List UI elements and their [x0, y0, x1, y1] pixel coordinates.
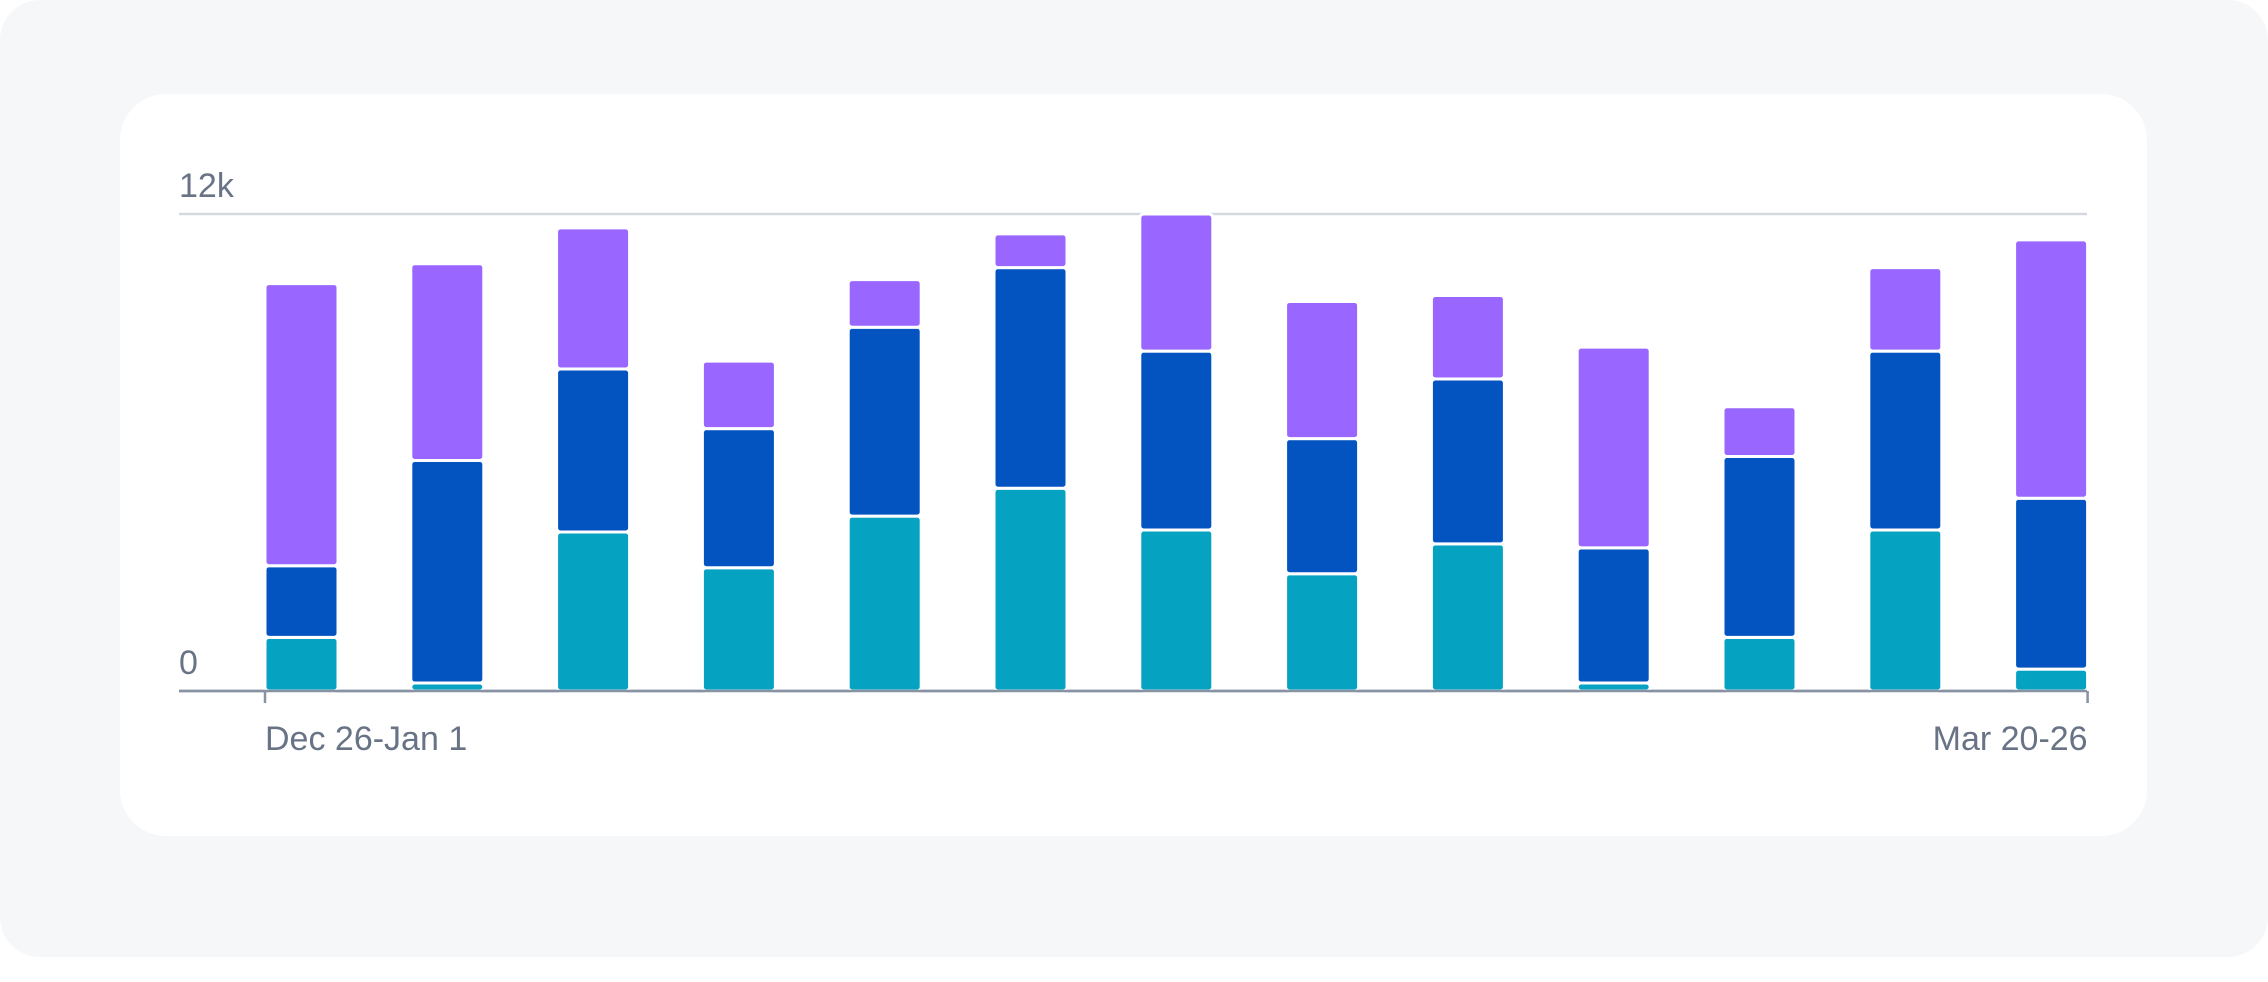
bar-segment	[1138, 528, 1215, 693]
bar-segment	[1429, 293, 1506, 381]
bar-segment	[1284, 437, 1361, 576]
bar-segment	[846, 278, 923, 329]
bar-segment	[1138, 349, 1215, 532]
bar-segment	[1284, 572, 1361, 693]
bar-segment	[1721, 454, 1798, 639]
bar-segment	[555, 226, 632, 371]
bar-segment	[846, 514, 923, 693]
bar-segment	[1867, 528, 1944, 693]
bar-segment	[2013, 496, 2090, 671]
bar-segment	[555, 530, 632, 693]
y-tick-label: 0	[179, 644, 198, 682]
bar-segment	[992, 486, 1069, 693]
bar-segment	[2013, 667, 2090, 693]
bar-segment	[846, 325, 923, 518]
bar-segment	[1138, 212, 1215, 353]
bar-segment	[2013, 238, 2090, 500]
bar-segment	[1867, 266, 1944, 353]
bar-segment	[555, 367, 632, 534]
bar-segment	[1575, 546, 1652, 685]
bar-segment	[700, 427, 777, 570]
bar-segment	[409, 262, 486, 462]
bar-segment	[263, 282, 340, 568]
bar-segment	[700, 359, 777, 431]
bar-segment	[700, 566, 777, 693]
x-tick-label: Mar 20-26	[1933, 720, 2088, 758]
bar-segment	[263, 564, 340, 639]
bar-segment	[1284, 299, 1361, 441]
y-tick-label: 12k	[179, 167, 235, 205]
bar-segment	[1867, 349, 1944, 532]
x-tick-label: Dec 26-Jan 1	[265, 720, 467, 758]
bar-segment	[992, 232, 1069, 270]
bar-segment	[1721, 405, 1798, 458]
bar-segment	[263, 635, 340, 693]
bar-segment	[1429, 377, 1506, 546]
bar-segment	[1721, 635, 1798, 693]
bar-segment	[992, 266, 1069, 490]
bar-segment	[1429, 542, 1506, 693]
bar-segment	[409, 458, 486, 685]
bar-segment	[1575, 345, 1652, 550]
